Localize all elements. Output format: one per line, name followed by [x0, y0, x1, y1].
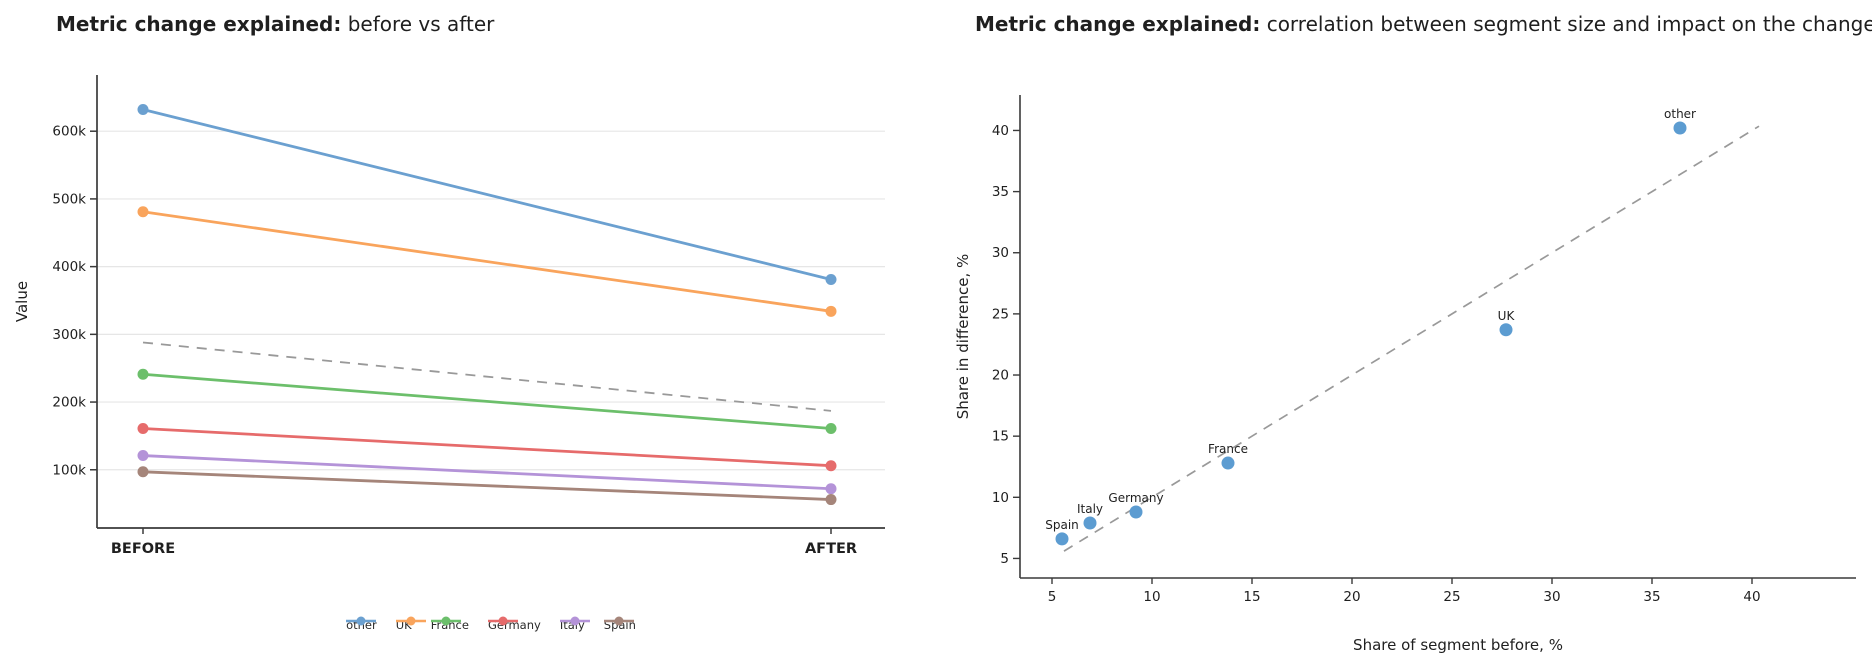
series-line-other [142, 108, 832, 281]
y-tick-label: 40 [992, 123, 1009, 139]
legend-item-other: other [346, 616, 377, 632]
legend-swatch [430, 616, 461, 626]
x-tick-label: BEFORE [111, 541, 175, 557]
series-dot-uk [825, 305, 837, 317]
series-line-germany [142, 427, 832, 468]
legend-dot [356, 616, 366, 626]
scatter-point-germany [1129, 505, 1143, 519]
x-axis-label: Share of segment before, % [1353, 636, 1563, 654]
scatter-point-spain [1055, 532, 1069, 546]
chart-title-bold: Metric change explained: [56, 12, 342, 36]
x-tick-label: 25 [1443, 589, 1460, 605]
series-line-italy [142, 454, 832, 491]
legend-item-spain: Spain [603, 616, 636, 632]
scatter-point-uk [1499, 323, 1513, 337]
y-tick-label: 600k [52, 124, 86, 140]
scatter-point-italy [1083, 516, 1097, 530]
series-dot-france [825, 422, 837, 434]
chart-title-text: correlation between segment size and imp… [1260, 12, 1872, 36]
series-line-uk [142, 210, 832, 313]
y-tick-label: 15 [992, 429, 1009, 445]
legend-swatch [395, 616, 426, 626]
legend-dot [614, 616, 624, 626]
scatter-point-label: France [1208, 442, 1248, 456]
y-tick-label: 35 [992, 184, 1009, 200]
series-line-france [142, 372, 832, 430]
series-dot-italy [137, 450, 149, 462]
series-dot-france [137, 368, 149, 380]
scatter-chart: 5 10 15 20 25 30 35 40 5 10 15 20 25 30 35 40 Spain Italy… [954, 95, 1856, 654]
scatter-point-france [1221, 456, 1235, 470]
y-axis-label: Share in difference, % [954, 254, 972, 420]
chart-title: Metric change explained: before vs after [56, 12, 494, 36]
x-tick-label: 40 [1743, 589, 1760, 605]
y-tick-label: 25 [992, 306, 1009, 322]
legend-swatch [346, 616, 377, 626]
legend-swatch [559, 616, 590, 626]
x-tick-label: 5 [1048, 589, 1057, 605]
x-tick-label: 35 [1643, 589, 1660, 605]
legend-item-germany: Germany [487, 616, 541, 632]
chart-title-bold: Metric change explained: [975, 12, 1261, 36]
series-dot-spain [137, 466, 149, 478]
x-tick-label: 15 [1243, 589, 1260, 605]
scatter-point-other [1673, 121, 1687, 135]
y-tick-label: 20 [992, 368, 1009, 384]
series-dot-other [825, 273, 837, 285]
trend-dashed-line [1063, 125, 1760, 552]
legend-swatch [603, 616, 634, 626]
scatter-point-label: Germany [1108, 491, 1163, 505]
series-dot-germany [825, 460, 837, 472]
legend-dot [498, 616, 508, 626]
series-line-spain [142, 470, 832, 501]
scatter-point-label: Spain [1045, 518, 1079, 532]
y-tick-label: 30 [992, 245, 1009, 261]
x-tick-label: 20 [1343, 589, 1360, 605]
scatter-point-label: other [1664, 107, 1696, 121]
y-axis-label: Value [13, 281, 31, 322]
series-dot-italy [825, 483, 837, 495]
y-tick-label: 500k [52, 191, 86, 207]
x-tick-label: 30 [1543, 589, 1560, 605]
legend-dot [441, 616, 451, 626]
legend-item-france: France [430, 616, 469, 632]
chart-title-text: before vs after [341, 12, 495, 36]
y-tick-label: 10 [992, 490, 1009, 506]
series-dot-uk [137, 206, 149, 218]
y-tick-label: 300k [52, 327, 86, 343]
y-tick-label: 200k [52, 395, 86, 411]
series-dot-other [137, 104, 149, 116]
y-tick-label: 400k [52, 259, 86, 275]
trend-dashed-line [142, 341, 832, 412]
chart-title: Metric change explained: correlation bet… [975, 12, 1872, 36]
legend-item-italy: Italy [559, 616, 590, 632]
legend-dot [406, 616, 416, 626]
series-dot-spain [825, 494, 837, 506]
scatter-point-label: UK [1498, 309, 1516, 323]
x-tick-label: 10 [1143, 589, 1160, 605]
series-dot-germany [137, 422, 149, 434]
legend-dot [570, 616, 580, 626]
y-tick-label: 100k [52, 462, 86, 478]
before-after-slope-chart: 100k 200k 300k 400k 500k 600k BEFORE AFTER Value [13, 75, 885, 557]
legend-item-uk: UK [395, 616, 426, 632]
y-tick-label: 5 [1000, 551, 1009, 567]
scatter-point-label: Italy [1077, 502, 1103, 516]
legend-swatch [487, 616, 518, 626]
x-tick-label: AFTER [805, 541, 857, 557]
